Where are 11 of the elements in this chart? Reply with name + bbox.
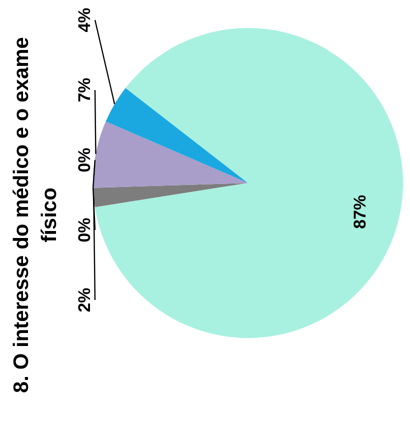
text: 0% xyxy=(75,148,94,172)
pie-slice xyxy=(106,88,248,183)
data-label: 87% xyxy=(350,194,370,229)
data-label: 2% xyxy=(75,288,94,312)
pie-slice xyxy=(94,28,403,338)
data-label: 7% xyxy=(75,78,94,102)
pie-slice xyxy=(93,183,248,208)
text: 8. O interesse do médico e o exame físico xyxy=(10,37,61,393)
text: 0% xyxy=(75,218,94,242)
data-label: 4% xyxy=(75,8,94,32)
pie-slice xyxy=(93,121,248,188)
